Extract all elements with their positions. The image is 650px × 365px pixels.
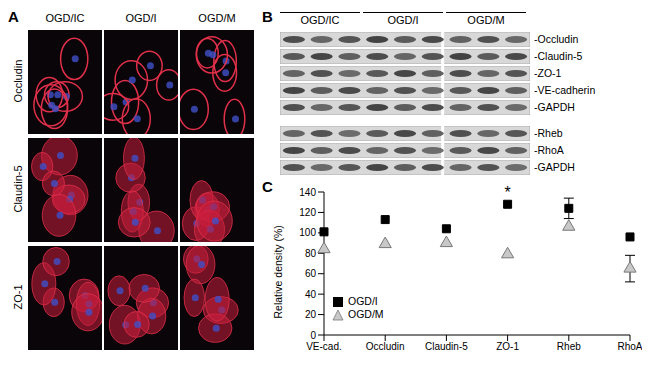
html-text:-Claudin-5: -Claudin-5 [534,50,583,62]
svg-text:120: 120 [299,207,316,218]
svg-text:Rheb: Rheb [557,341,581,352]
html-text:-ZO-1: -ZO-1 [534,67,562,79]
svg-text:ZO-1: ZO-1 [496,341,519,352]
svg-text:0: 0 [310,330,316,341]
html-text:OGD/M: OGD/M [467,14,505,26]
html-text:OGD/I: OGD/I [348,295,378,307]
html-text:OGD/I: OGD/I [387,14,419,26]
svg-text:100: 100 [299,227,316,238]
svg-text:60: 60 [305,268,317,279]
html-text:OGD/M: OGD/M [198,12,236,24]
svg-text:VE-cad.: VE-cad. [306,341,342,352]
svg-text:*: * [504,184,510,201]
html-text:OGD/I: OGD/I [125,12,157,24]
svg-text:RhoA: RhoA [617,341,642,352]
svg-text:80: 80 [305,248,317,259]
html-text:-GAPDH: -GAPDH [534,161,575,173]
html-text:-VE-cadherin: -VE-cadherin [534,84,596,96]
svg-text:40: 40 [305,289,317,300]
svg-text:140: 140 [299,187,316,198]
html-text:Claudin-5: Claudin-5 [12,165,24,213]
html-text:OGD/M: OGD/M [348,308,384,320]
html-text:ZO-1: ZO-1 [12,284,24,310]
html-text:-GAPDH: -GAPDH [534,101,575,113]
svg-text:Relative density (%): Relative density (%) [272,225,284,318]
html-text:OGD/IC: OGD/IC [300,14,340,26]
svg-text:20: 20 [305,309,317,320]
svg-text:Claudin-5: Claudin-5 [425,341,468,352]
html-text:-RhoA: -RhoA [534,144,564,156]
html-text:-Occludin: -Occludin [534,33,579,45]
html-text:A: A [8,8,19,25]
html-text:Occludin: Occludin [12,59,24,103]
html-text:B: B [262,8,273,25]
html-text:OGD/IC: OGD/IC [45,12,85,24]
html-text:C: C [262,178,273,195]
html-text:-Rheb: -Rheb [534,127,563,139]
svg-text:Occludin: Occludin [366,341,405,352]
